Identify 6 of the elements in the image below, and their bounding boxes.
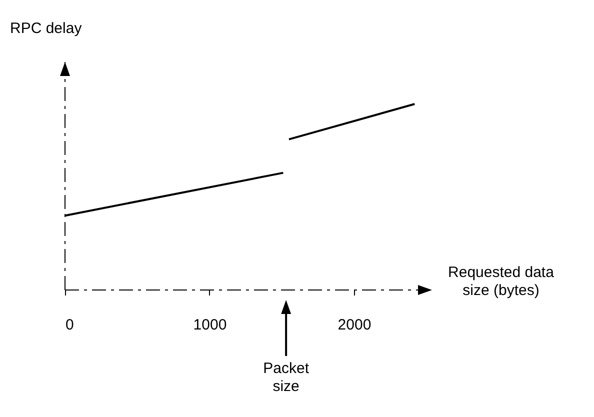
text: Packet size: [262, 360, 310, 396]
x-axis-title: Requested data size (bytes): [447, 264, 555, 300]
x-tick-label: 1000: [193, 316, 227, 334]
y-axis-title: RPC delay: [10, 20, 83, 38]
x-tick-label: 2000: [338, 316, 372, 334]
x-tick-label: 0: [66, 316, 74, 334]
